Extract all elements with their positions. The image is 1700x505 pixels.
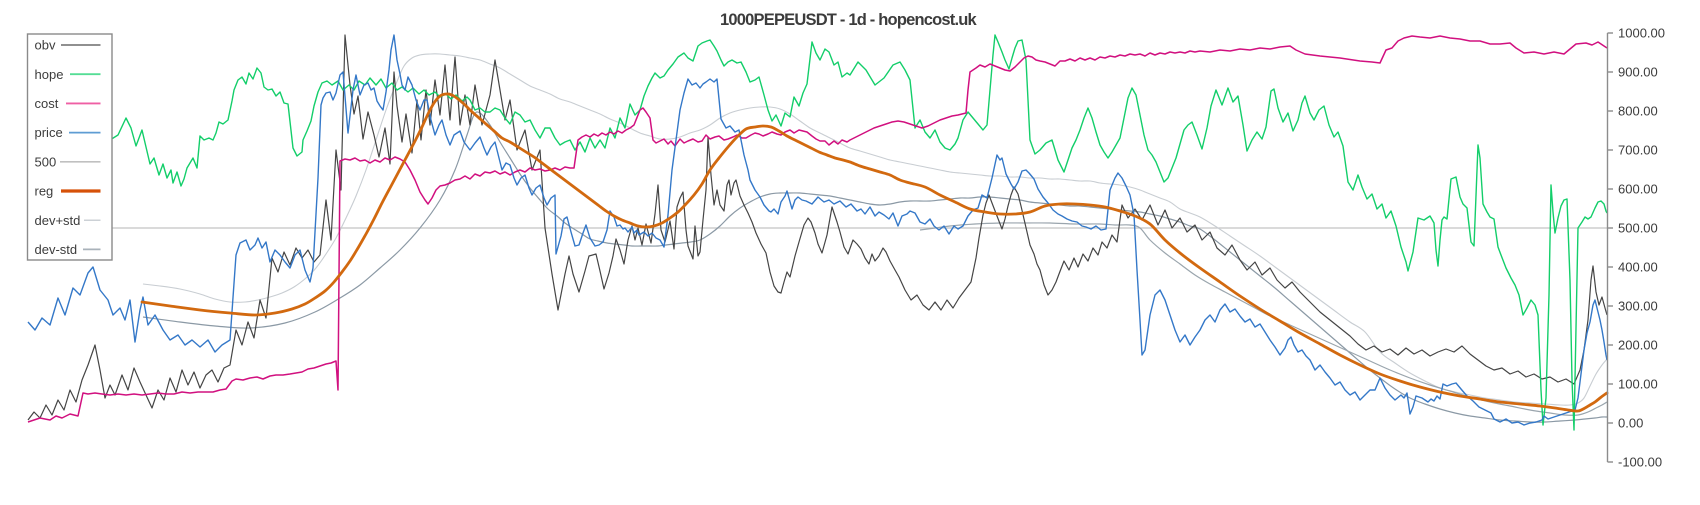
svg-text:hope: hope bbox=[35, 67, 64, 82]
svg-text:price: price bbox=[35, 125, 63, 140]
svg-text:0.00: 0.00 bbox=[1618, 416, 1643, 431]
svg-text:400.00: 400.00 bbox=[1618, 260, 1658, 275]
svg-text:1000PEPEUSDT - 1d - hopencost.: 1000PEPEUSDT - 1d - hopencost.uk bbox=[720, 11, 978, 29]
svg-text:100.00: 100.00 bbox=[1618, 377, 1658, 392]
svg-text:800.00: 800.00 bbox=[1618, 104, 1658, 119]
svg-text:200.00: 200.00 bbox=[1618, 338, 1658, 353]
svg-text:1000.00: 1000.00 bbox=[1618, 26, 1665, 41]
svg-text:dev-std: dev-std bbox=[35, 242, 78, 257]
svg-text:500: 500 bbox=[35, 154, 57, 169]
svg-text:obv: obv bbox=[35, 38, 56, 53]
svg-text:dev+std: dev+std bbox=[35, 213, 81, 228]
svg-text:500.00: 500.00 bbox=[1618, 221, 1658, 236]
svg-text:600.00: 600.00 bbox=[1618, 182, 1658, 197]
svg-text:900.00: 900.00 bbox=[1618, 65, 1658, 80]
svg-text:cost: cost bbox=[35, 96, 59, 111]
svg-text:reg: reg bbox=[35, 184, 54, 199]
svg-text:300.00: 300.00 bbox=[1618, 299, 1658, 314]
svg-text:-100.00: -100.00 bbox=[1618, 455, 1662, 470]
svg-text:700.00: 700.00 bbox=[1618, 143, 1658, 158]
